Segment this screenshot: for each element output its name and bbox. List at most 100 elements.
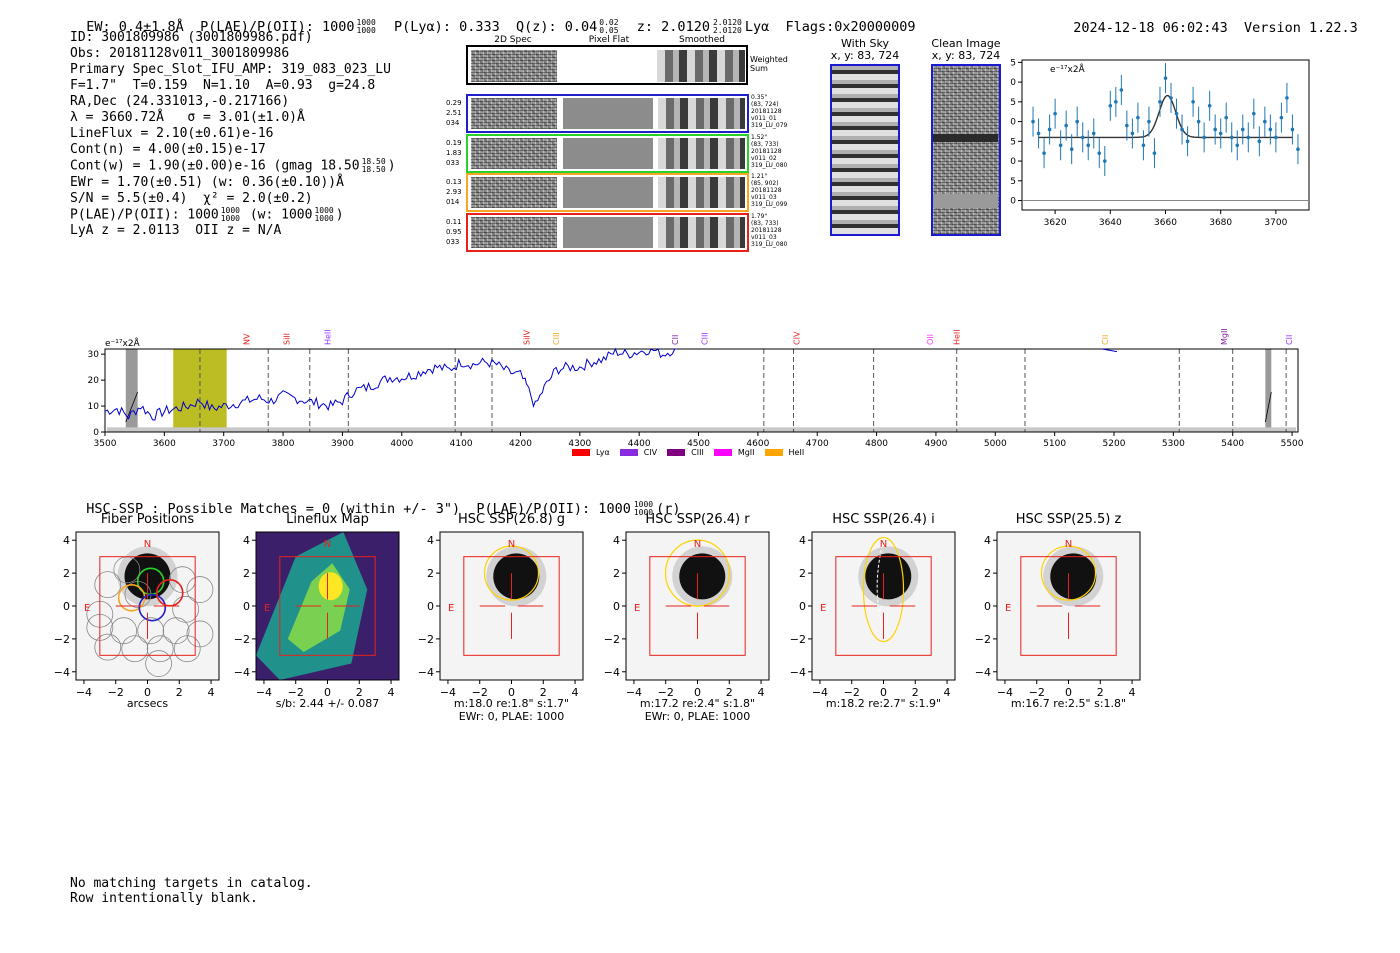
- cutout-row: [466, 94, 749, 133]
- legend-item: MgII: [713, 448, 755, 457]
- with-sky-image: [830, 64, 900, 236]
- with-sky-title: With Sky x, y: 83, 724: [826, 38, 904, 62]
- with-sky-title-text: With Sky: [841, 37, 889, 50]
- hsc-xtick-label: 2: [912, 686, 919, 698]
- red-box: [835, 556, 932, 656]
- hsc-xtick-label: 4: [388, 686, 395, 698]
- fiber-circle: [110, 617, 138, 645]
- emission-line-label: NV: [242, 333, 251, 345]
- zoom-ytick-label: 10.0: [1010, 118, 1016, 128]
- full-plot-area: [104, 348, 1299, 433]
- spectrum-line: [104, 347, 678, 421]
- hsc-ytick-label: 4: [427, 534, 434, 547]
- clean-image-mask: [933, 194, 998, 208]
- spectrum-tail: [1102, 348, 1118, 353]
- header-right: 2024-12-18 06:02:43 Version 1.22.3: [1057, 4, 1358, 36]
- zoom-point: [1031, 119, 1035, 124]
- hsc-lo: 1000: [633, 508, 654, 517]
- east-label: E: [820, 603, 826, 614]
- hsc-xtick-label: 4: [572, 686, 579, 698]
- full-xtick-label: 5500: [1281, 439, 1304, 449]
- hsc-panel-caption: s/b: 2.44 +/- 0.087: [236, 697, 419, 710]
- zoom-point: [1069, 147, 1074, 152]
- emission-line-label: CIII: [700, 332, 709, 345]
- zoom-point: [1196, 119, 1201, 124]
- fiber-circle: [94, 571, 122, 599]
- zoom-point: [1174, 111, 1179, 116]
- zoom-point: [1180, 127, 1184, 132]
- weighted-sum-row: [466, 45, 748, 85]
- col-title-2dspec: 2D Spec: [494, 35, 532, 45]
- hsc-panel-caption: m:18.0 re:1.8" s:1.7" EWr: 0, PLAE: 1000: [420, 697, 603, 723]
- full-xtick-label: 4900: [924, 439, 947, 449]
- hsc-ytick-label: −4: [790, 666, 806, 679]
- info-slot: Primary Spec_Slot_IFU_AMP: 319_083_023_L…: [70, 62, 391, 77]
- ew-value: EW: 0.4±1.8Å: [86, 19, 184, 35]
- zoom-point: [1169, 96, 1173, 100]
- cutout-pixelflat: [563, 98, 653, 129]
- hsc-xtick-label: 0: [1065, 686, 1072, 698]
- hsc-xtick-label: −2: [658, 686, 674, 698]
- hsc-panel-title: HSC SSP(26.8) g: [457, 512, 566, 527]
- hsc-xtick-label: −4: [626, 686, 642, 698]
- hsc-ytick-label: −2: [790, 633, 806, 646]
- cutout-gap: [558, 214, 562, 250]
- north-label: N: [508, 539, 515, 550]
- hsc-panel-title: Lineflux Map: [286, 512, 369, 527]
- hsc-fraction: 1000 1000: [634, 501, 653, 517]
- zoom-point: [1246, 135, 1251, 140]
- zoom-point: [1102, 159, 1107, 163]
- hsc-ytick-label: −2: [975, 633, 991, 646]
- zoom-point: [1125, 123, 1129, 128]
- qz-lo: 0.05: [599, 26, 619, 35]
- zoom-xtick-label: 3680: [1209, 218, 1232, 228]
- gmag-lo: 18.50: [361, 165, 386, 174]
- noise-band: [107, 427, 1296, 432]
- hsc-caption-line2: EWr: 0, PLAE: 1000: [458, 710, 565, 723]
- north-label: N: [880, 539, 887, 550]
- legend-swatch: [667, 449, 686, 456]
- red-box: [463, 556, 560, 656]
- hsc-ytick-label: 0: [613, 600, 620, 613]
- cutout-smoothed: [658, 137, 745, 169]
- emission-line-label: CIII: [552, 332, 561, 345]
- hsc-ytick-label: 4: [613, 534, 620, 547]
- zoom-point: [1036, 131, 1041, 136]
- footer: No matching targets in catalog. Row inte…: [70, 876, 313, 906]
- info-obs: Obs: 20181128v011_3001809986: [70, 46, 290, 61]
- full-xtick-label: 5200: [1103, 439, 1126, 449]
- zoom-point: [1042, 151, 1046, 155]
- galaxy-core: [1050, 553, 1097, 600]
- cutout-gap: [653, 96, 657, 131]
- hsc-panel: N E 4 2 0 −2 −4 −4 −2 0 2 4: [604, 531, 770, 698]
- red-box: [1020, 556, 1117, 656]
- zoom-point: [1163, 76, 1168, 80]
- plae-hi: 1000: [356, 18, 376, 27]
- plae-fraction: 1000 1000: [357, 19, 376, 35]
- hsc-xtick-label: 0: [694, 686, 701, 698]
- zoom-point: [1202, 135, 1206, 140]
- hsc-xtick-label: 2: [540, 686, 547, 698]
- cutout-2dspec: [471, 177, 557, 208]
- legend-swatch: [713, 449, 732, 456]
- emission-line-label: MgII: [1220, 328, 1229, 345]
- hsc-xtick-label: −2: [1029, 686, 1045, 698]
- zoom-point: [1136, 115, 1140, 120]
- full-xtick-label: 5000: [984, 439, 1007, 449]
- hsc-xtick-label: 2: [726, 686, 733, 698]
- legend-swatch: [764, 449, 783, 456]
- info-contw-row: Cont(w) = 1.90(±0.00)e-16 (gmag 18.50 18.…: [70, 157, 396, 174]
- info-plae-hi: 1000: [220, 205, 240, 215]
- cutout-row: [466, 173, 749, 212]
- hsc-ytick-label: −2: [234, 633, 250, 646]
- legend-label: CIII: [691, 448, 704, 457]
- hsc-xtick-label: 4: [1129, 686, 1136, 698]
- zoom-point: [1274, 135, 1278, 140]
- east-label: E: [84, 603, 90, 614]
- hsc-ytick-label: 2: [799, 567, 806, 580]
- header-bar: EW: 0.4±1.8Å P(LAE)/P(OII): 1000 1000 1000…: [70, 3, 915, 36]
- info-id: ID: 3001809986 (3001809986.pdf): [70, 30, 313, 45]
- full-ytick-label: 0: [93, 428, 99, 438]
- clean-xy: x, y: 83, 724: [931, 49, 1001, 62]
- hsc-ytick-label: 2: [427, 567, 434, 580]
